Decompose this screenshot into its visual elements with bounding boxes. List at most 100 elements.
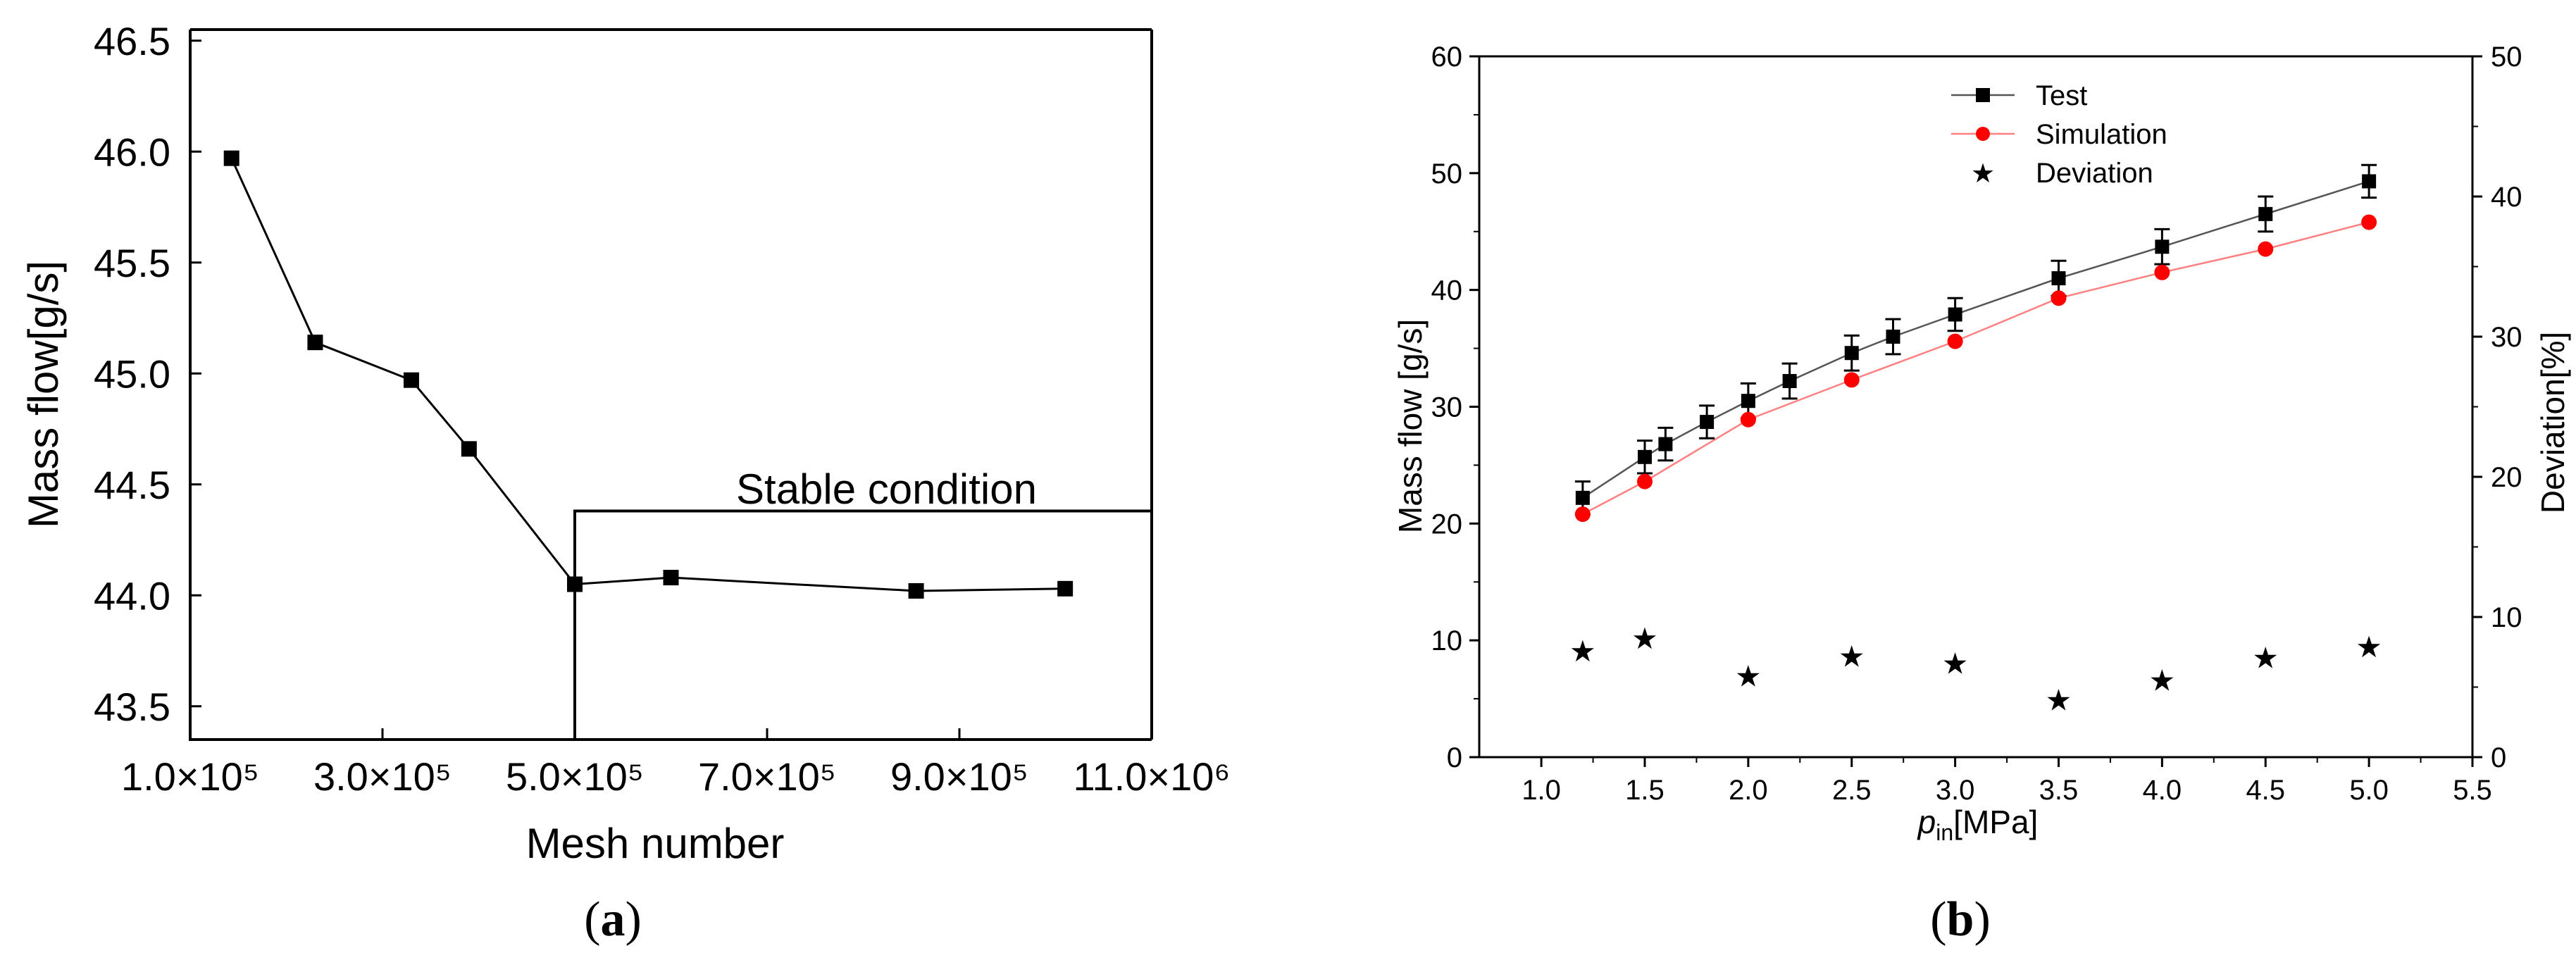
simulation-point [2258,241,2274,257]
x-tick-label: 9.0×10⁵ [890,754,1028,799]
test-point [1741,394,1755,409]
y-tick-label: 43.5 [94,685,170,729]
legend-test-label: Test [2036,80,2087,111]
x-tick-label: 3.5 [2039,775,2079,806]
y-tick-label: 20 [1431,509,1463,540]
chart-b-legend: Test Simulation ★ Deviation [1951,80,2167,189]
x-tick-label: 1.0×10⁵ [121,754,259,799]
legend-simulation-marker [1976,127,1990,141]
deviation-point: ★ [2149,663,2176,698]
mass-flow-point [307,335,323,351]
simulation-point [1574,506,1591,523]
mass-flow-point [663,570,679,586]
y-tick-label: 46.5 [94,19,170,63]
test-point [2155,239,2170,254]
x-tick-label: 5.0×10⁵ [506,754,644,799]
legend-deviation-marker: ★ [1971,158,1995,189]
test-point [1700,415,1715,430]
stable-condition-region [573,509,1152,740]
stable-condition-annotation: Stable condition [736,466,1037,513]
chart-a-x-axis-label: Mesh number [526,820,785,867]
chart-b-x-axis-label: pin[MPa] [1917,804,2039,845]
deviation-point: ★ [1631,621,1658,656]
mass-flow-point [908,582,924,599]
chart-b-x-ticks: 1.0 1.5 2.0 2.5 3.0 3.5 4.0 4.5 5.0 5.5 [1522,757,2492,806]
y2-tick-label: 40 [2491,182,2522,213]
mass-flow-point [403,372,419,388]
y-tick-label: 44.0 [94,573,170,618]
simulation-point [2154,264,2170,280]
test-point [2362,174,2377,189]
deviation-point: ★ [1569,634,1596,668]
test-point [2051,271,2066,286]
panel-label-a: (a) [584,892,642,947]
deviation-point: ★ [1838,640,1865,674]
chart-b-series: ★ ★ ★ ★ ★ ★ ★ ★ ★ [1569,163,2382,717]
deviation-point: ★ [2356,630,2382,664]
chart-b-y-ticks: 0 10 20 30 40 50 60 [1431,42,1479,773]
chart-a-axes [189,28,1153,741]
mass-flow-point [1057,580,1074,597]
x-tick-label: 11.0×10⁶ [1074,754,1231,799]
test-point [1948,307,1962,322]
x-tick-label: 4.0 [2143,775,2182,806]
test-line [1582,180,2370,499]
y-tick-label: 50 [1431,158,1463,189]
mass-flow-point [567,576,583,592]
y-tick-label: 44.5 [94,463,170,507]
mass-flow-point [223,150,239,166]
x-tick-label: 1.5 [1625,775,1665,806]
x-tick-label: 2.0 [1729,775,1768,806]
legend-simulation-label: Simulation [2036,119,2167,150]
chart-b-y-axis-label: Mass flow [g/s] [1392,319,1429,533]
y-tick-label: 60 [1431,42,1463,73]
simulation-point [2051,290,2067,306]
chart-a: 1.0×10⁵ 3.0×10⁵ 5.0×10⁵ 7.0×10⁵ 9.0×10⁵ 11.0×… [20,19,1230,947]
x-tick-label: 7.0×10⁵ [698,754,836,799]
chart-b-y2-ticks: 0 10 20 30 40 50 [2472,42,2522,773]
y-tick-label: 10 [1431,625,1463,656]
x-tick-label: 2.5 [1832,775,1872,806]
y-tick-label: 40 [1431,275,1463,306]
simulation-point [1843,372,1860,388]
deviation-point: ★ [2046,682,2072,717]
y2-tick-label: 30 [2491,322,2522,353]
chart-b: 1.0 1.5 2.0 2.5 3.0 3.5 4.0 4.5 5.0 5.5 0 10 20 30 40… [1392,42,2571,947]
chart-b-y2-axis-label: Deviation[%] [2534,332,2571,513]
mass-flow-point [461,441,477,457]
test-point [1844,346,1859,361]
chart-a-y-ticks: 43.5 44.0 44.5 45.0 45.5 46.0 46.5 [94,19,201,729]
chart-a-y-axis-label: Mass flow[g/s] [20,261,67,528]
y-tick-label: 46.0 [94,130,170,174]
panel-label-b: (b) [1930,892,1991,947]
test-point [1886,330,1900,344]
x-tick-label: 4.5 [2246,775,2285,806]
y2-tick-label: 10 [2491,602,2522,633]
test-point [1658,437,1673,451]
y-tick-label: 45.0 [94,351,170,396]
chart-a-series [223,150,1074,599]
simulation-point [1947,333,1963,349]
deviation-point: ★ [2252,641,2279,675]
test-point [1638,449,1652,464]
x-tick-label: 1.0 [1522,775,1561,806]
deviation-point: ★ [1942,647,1969,681]
simulation-point [1740,411,1756,428]
test-point [2258,206,2273,221]
stable-condition-bracket [573,509,1152,740]
chart-a-x-ticks: 1.0×10⁵ 3.0×10⁵ 5.0×10⁵ 7.0×10⁵ 9.0×10⁵ 11.0×… [121,728,1230,799]
x-tick-label: 5.0 [2349,775,2389,806]
y2-tick-label: 0 [2491,742,2506,773]
mass-flow-line [230,158,1066,592]
y2-tick-label: 50 [2491,42,2522,73]
simulation-point [1637,473,1653,490]
x-tick-label: 3.0 [1936,775,1975,806]
simulation-line [1582,221,2370,516]
x-tick-label: 5.5 [2453,775,2492,806]
legend-test-marker [1976,88,1990,102]
y-tick-label: 30 [1431,392,1463,423]
deviation-point: ★ [1735,659,1762,694]
legend-deviation-label: Deviation [2036,158,2153,189]
chart-a-axis-lines [189,30,1152,741]
